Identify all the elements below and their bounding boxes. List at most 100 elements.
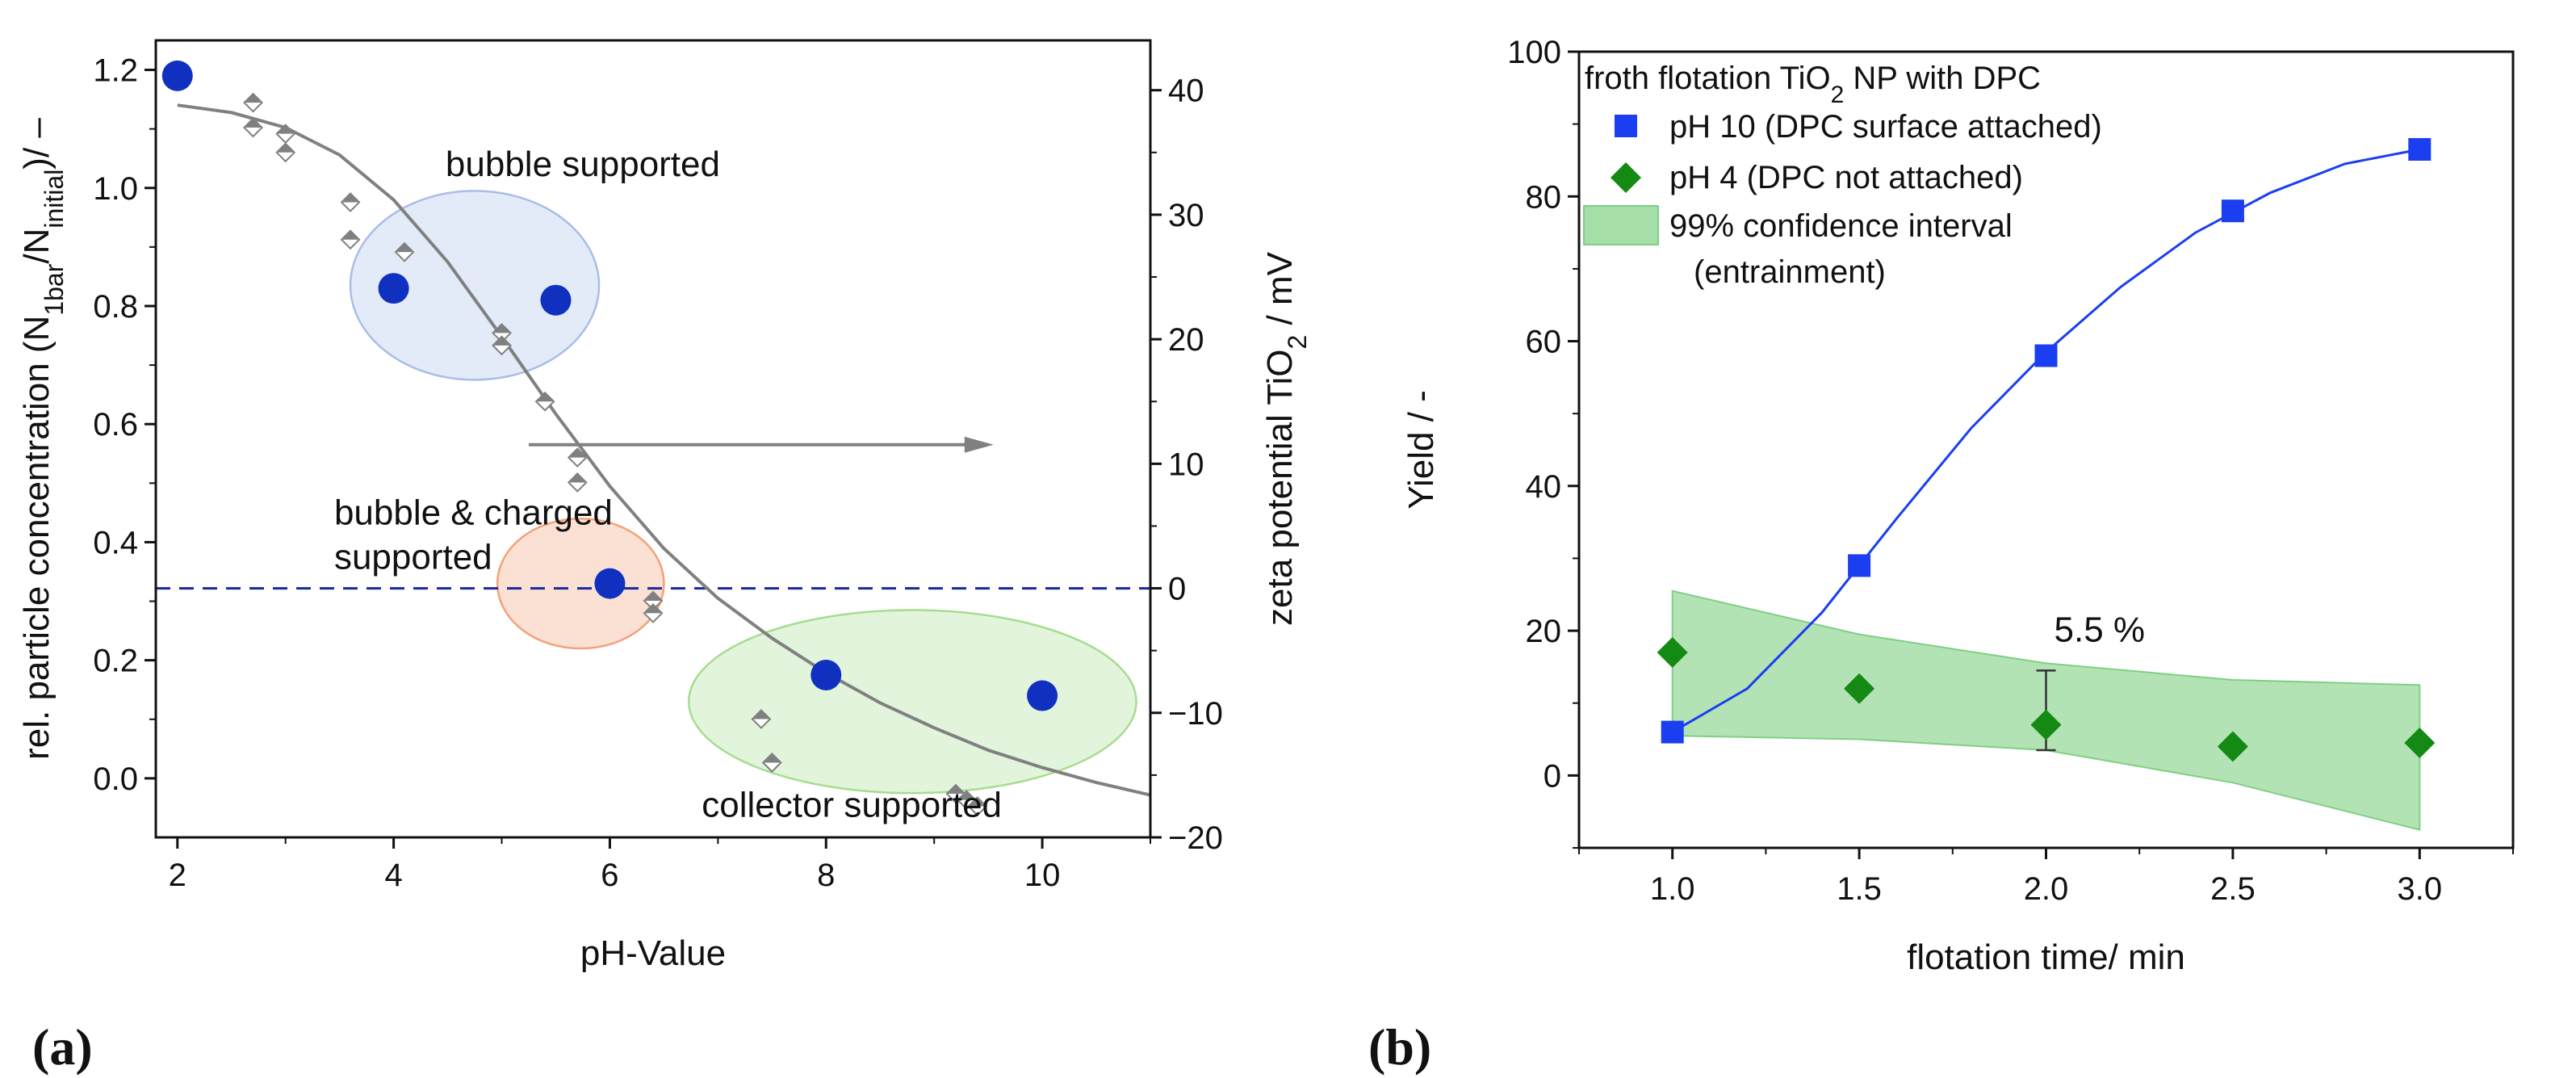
ph10-square-marker [1848,554,1871,577]
ph4-diamond-marker [2030,709,2062,740]
zeta-diamond-marker [394,241,415,262]
zeta-diamond-fill [276,124,295,134]
x-axis-title: pH-Value [580,933,726,973]
region-layer [349,190,1137,795]
legend-swatch-square [1615,115,1637,137]
zeta-diamond-marker [567,447,588,468]
legend: froth flotation TiO2 NP with DPC pH 10 (… [1583,61,2102,290]
panel-label-a: (a) [32,1018,93,1076]
ph4-diamond-marker [1844,673,1875,704]
concentration-marker [378,273,409,304]
legend-swatch-diamond [1611,162,1641,193]
x-tick-label: 2.5 [2210,871,2256,907]
region-ellipse [687,609,1137,795]
zeta-diamond-fill [644,604,662,614]
panel-label-b: (b) [1368,1018,1431,1076]
zeta-diamond-marker [340,229,361,250]
y-tick-label: 1.0 [93,171,138,207]
x-tick-label: 1.0 [1650,871,1695,907]
region-ellipse [496,517,665,650]
y2-tick-label: 10 [1168,447,1204,482]
x-tick-label: 2.0 [2024,871,2069,907]
y-tick-label: 0.6 [93,407,138,443]
y2-tick-label: 30 [1168,198,1204,233]
zeta-diamond-fill [276,143,295,153]
chart-panel-a: 2 4 6 8 10 0.0 0.2 0.4 0.6 0.8 1.0 1.2 −20 −10 0 10 20 30… [17,39,1312,1076]
annotation-layer: 5.5 % [2055,610,2146,650]
ph10-square-marker [2408,138,2431,161]
zeta-diamond-fill [244,118,262,128]
zeta-diamond-fill [492,324,511,333]
y-tick-label: 1.2 [93,53,138,89]
zeta-diamond-fill [536,392,555,402]
annotation-text: 5.5 % [2055,610,2146,650]
legend-entry: (entrainment) [1694,254,1886,290]
y2-tick-label: −10 [1168,696,1223,732]
x-tick-label: 3.0 [2397,871,2442,907]
annotation-text: bubble & charged [334,493,613,533]
zeta-diamond-marker [761,753,782,773]
annotation-text: bubble supported [446,145,720,184]
axes-layer: 1.0 1.5 2.0 2.5 3.0 0 20 40 60 80 100 [1507,35,2515,907]
zeta-diamond-fill [957,791,976,800]
concentration-marker [594,568,626,599]
zeta-diamond-marker [492,335,512,356]
annotation-text: supported [334,537,492,577]
x-axis-title: flotation time/ min [1907,937,2185,977]
x-tick-label: 4 [384,858,402,893]
ph4-diamond-marker [2404,728,2436,759]
legend-entry: 99% confidence interval [1669,208,2013,244]
zeta-diamond-marker [567,472,588,493]
y-tick-label: 0.2 [93,644,138,679]
x-tick-label: 2 [169,858,186,893]
zeta-diamond-marker [275,142,296,163]
concentration-marker [1027,680,1058,711]
concentration-marker [540,284,572,316]
zeta-diamond-fill [968,797,986,807]
zeta-diamond-marker [751,709,772,729]
y-axis-title: rel. particle concentration (N1bar/Ninit… [17,118,69,760]
plot-frame [154,39,1152,839]
zeta-diamond-fill [946,785,965,795]
y-tick-label: 60 [1526,325,1562,360]
legend-entry: pH 10 (DPC surface attached) [1669,109,2102,145]
zeta-diamond-marker [340,192,361,212]
y-tick-label: 0.8 [93,289,138,325]
y2-tick-label: 40 [1168,73,1204,109]
x-tick-label: 8 [817,858,835,893]
zeta-diamond-fill [568,473,587,483]
zeta-diamond-fill [568,448,587,458]
y2-axis-title: zeta potential TiO2 / mV [1260,251,1312,626]
zeta-diamond-marker [643,590,664,611]
zeta-diamond-marker [243,92,263,113]
zeta-fit-line [177,103,1151,797]
zeta-diamond-marker [275,124,296,145]
zeta-diamond-marker [534,391,555,412]
y-tick-label: 0.4 [93,525,138,560]
legend-entry: pH 4 (DPC not attached) [1669,160,2023,195]
concentration-marker [161,60,193,91]
axes-layer: 2 4 6 8 10 0.0 0.2 0.4 0.6 0.8 1.0 1.2 −20 −10 0 10 20 30… [93,39,1223,893]
zeta-diamond-fill [763,753,781,763]
region-ellipse [349,190,601,381]
ph10-square-marker [2034,344,2058,367]
ph4-diamond-marker [2217,731,2248,762]
y-tick-label: 40 [1526,469,1562,505]
legend-swatch-band [1583,205,1659,245]
y2-tick-label: −20 [1168,820,1223,856]
ph4-diamond-marker [1657,636,1688,668]
ph10-square-marker [1661,720,1684,744]
x-tick-label: 6 [601,858,618,893]
zeta-diamond-fill [244,94,262,103]
zeta-diamond-fill [341,193,360,203]
zeta-diamond-fill [644,591,662,601]
y-tick-label: 0 [1544,758,1561,794]
legend-title: froth flotation TiO2 NP with DPC [1585,61,2041,108]
zeta-diamond-marker [967,796,988,816]
ph10-square-marker [2221,199,2244,223]
chart-panel-b: 1.0 1.5 2.0 2.5 3.0 0 20 40 60 80 100 Yield / - fl… [1368,35,2515,1076]
series-layer [161,60,1151,816]
annotation-text: collector supported [702,785,1002,824]
y-tick-label: 80 [1526,179,1562,215]
